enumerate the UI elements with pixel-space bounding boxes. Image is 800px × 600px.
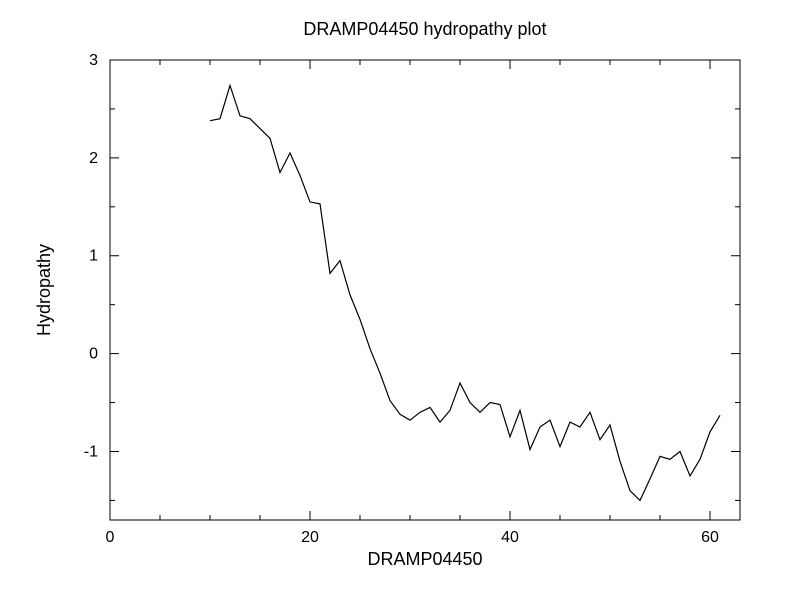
x-axis-label: DRAMP04450	[367, 549, 482, 569]
svg-text:3: 3	[89, 52, 98, 69]
svg-text:20: 20	[301, 529, 319, 546]
hydropathy-chart: 0 20 40 60 -1 0 1 2 3 DRAMP04450 hydropathy plot D…	[0, 0, 800, 600]
chart-title: DRAMP04450 hydropathy plot	[303, 19, 546, 39]
svg-text:1: 1	[89, 248, 98, 265]
svg-text:60: 60	[701, 529, 719, 546]
svg-text:0: 0	[106, 529, 115, 546]
y-axis-label: Hydropathy	[34, 244, 54, 336]
svg-text:0: 0	[89, 346, 98, 363]
svg-text:40: 40	[501, 529, 519, 546]
hydropathy-line	[210, 85, 720, 500]
chart-svg: 0 20 40 60 -1 0 1 2 3 DRAMP04450 hydropathy plot D…	[0, 0, 800, 600]
svg-text:-1: -1	[84, 443, 98, 460]
svg-text:2: 2	[89, 150, 98, 167]
